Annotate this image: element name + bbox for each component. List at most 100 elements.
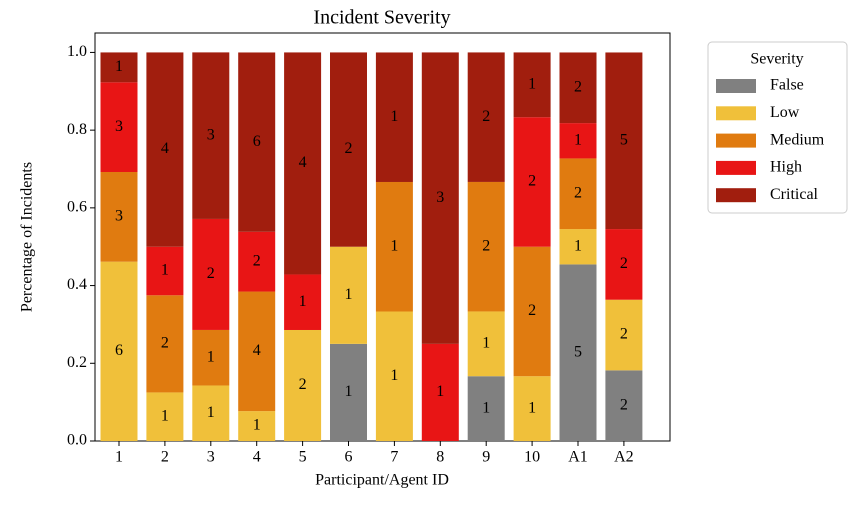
bar-segment [375,52,413,182]
bar-segment [513,246,551,377]
bar-segment [284,52,322,275]
bar-segment [605,52,643,230]
x-axis-label: Participant/Agent ID [315,472,449,489]
bar-segment [192,329,230,386]
legend-label: False [770,77,804,94]
y-axis-label: Percentage of Incidents [19,162,36,312]
data-label: 1 [574,237,582,254]
data-label: 1 [207,404,215,421]
data-label: 1 [345,383,353,400]
x-tick-label: 9 [482,449,490,466]
bar-segment [559,52,597,124]
x-tick-label: 5 [299,449,307,466]
bar-segment [421,343,459,441]
bar-segment [192,218,230,330]
data-label: 1 [436,383,444,400]
data-label: 1 [161,262,169,279]
legend-label: Low [770,104,800,121]
x-tick-label: 3 [207,449,215,466]
data-label: 1 [253,417,261,434]
legend-swatch [716,160,756,175]
data-label: 3 [207,126,215,143]
data-label: 2 [574,78,582,95]
bar-segment [467,181,505,312]
bar-segment [605,229,643,300]
bar-segment [375,181,413,312]
bar-segment [513,52,551,118]
bar-segment [559,158,597,230]
x-tick-label: 8 [436,449,444,466]
x-tick-label: A2 [614,449,634,466]
bar-segment [192,52,230,219]
data-label: 4 [253,342,261,359]
x-tick-label: 6 [345,449,353,466]
data-label: 3 [115,118,123,135]
data-label: 1 [390,237,398,254]
data-label: 2 [620,396,628,413]
y-tick-label: 0.0 [67,432,87,449]
bar-segment [146,246,184,296]
x-tick-label: 4 [253,449,261,466]
data-label: 1 [390,367,398,384]
data-label: 1 [482,399,490,416]
data-label: 1 [115,58,123,75]
data-label: 1 [299,293,307,310]
data-label: 1 [207,348,215,365]
bar-segment [467,376,505,441]
legend-label: High [770,159,802,176]
data-label: 1 [528,75,536,92]
legend-swatch [716,79,756,93]
bar-segment [467,311,505,377]
bar-segment [100,171,138,262]
bar-segment [100,52,138,83]
data-label: 2 [207,265,215,282]
bar-segment [238,411,276,441]
data-label: 2 [528,302,536,319]
data-label: 2 [482,237,490,254]
data-label: 2 [299,376,307,393]
x-tick-label: 1 [115,449,123,466]
x-tick-label: A1 [568,449,588,466]
y-tick-label: 0.6 [67,199,87,216]
bar-segment [421,52,459,344]
data-label: 1 [345,286,353,303]
bar-segment [146,295,184,393]
bar-segment [238,291,276,412]
bar-segment [605,370,643,441]
bar-segment [330,343,367,441]
bar-segment [330,246,367,344]
data-label: 6 [115,342,123,359]
data-label: 2 [161,335,169,352]
legend-label: Critical [770,186,819,203]
data-label: 3 [436,189,444,206]
bar-segment [559,123,597,159]
data-label: 3 [115,208,123,225]
data-label: 1 [482,335,490,352]
bar-segment [100,261,138,441]
data-label: 1 [528,399,536,416]
bar-segment [100,82,138,172]
data-label: 1 [390,108,398,125]
y-tick-label: 0.8 [67,121,87,138]
data-label: 5 [574,343,582,360]
data-label: 2 [253,252,261,269]
data-label: 1 [574,131,582,148]
legend-swatch [716,106,756,121]
data-label: 2 [482,108,490,125]
legend-swatch [716,188,756,203]
x-tick-label: 7 [390,449,398,466]
bar-segment [284,329,322,441]
data-label: 2 [620,326,628,343]
x-tick-label: 10 [524,449,540,466]
data-label: 6 [253,133,261,150]
data-label: 1 [161,407,169,424]
chart-title: Incident Severity [313,7,450,29]
data-label: 2 [345,140,353,157]
bar-segment [559,229,597,265]
data-label: 2 [574,184,582,201]
bar-segment [146,392,184,441]
data-label: 5 [620,131,628,148]
legend-title: Severity [750,51,803,68]
bar-segment [605,299,643,371]
